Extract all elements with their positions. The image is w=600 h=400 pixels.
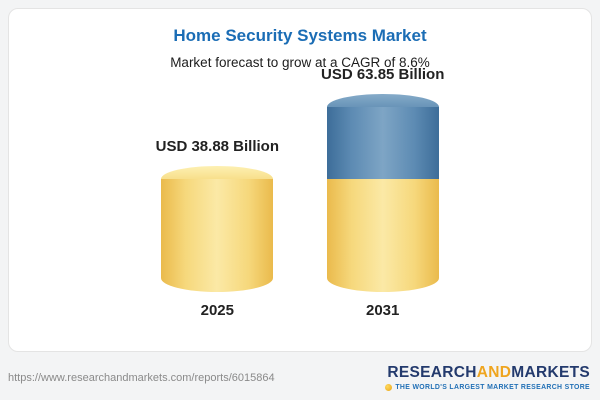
bar-chart: USD 38.88 Billion 2025 USD 63.85 Billion… <box>9 66 591 319</box>
research-and-markets-logo: RESEARCHANDMARKETS THE WORLD'S LARGEST M… <box>385 365 590 391</box>
logo-word-and: AND <box>476 364 512 382</box>
footer: https://www.researchandmarkets.com/repor… <box>0 356 600 400</box>
logo-tagline-text: THE WORLD'S LARGEST MARKET RESEARCH STOR… <box>395 383 590 391</box>
year-label-2025: 2025 <box>200 302 234 319</box>
bar-group-2025: USD 38.88 Billion 2025 <box>156 138 279 319</box>
chart-subtitle: Market forecast to grow at a CAGR of 8.6… <box>170 55 430 70</box>
chart-card: Home Security Systems Market Market fore… <box>8 8 592 352</box>
logo-word-markets: MARKETS <box>511 364 590 382</box>
logo-tagline: THE WORLD'S LARGEST MARKET RESEARCH STOR… <box>385 383 590 391</box>
logo-word-research: RESEARCH <box>387 364 477 382</box>
cylinder-2025 <box>161 166 274 292</box>
value-label-2031: USD 63.85 Billion <box>321 66 445 83</box>
bar-2025-body <box>161 179 274 292</box>
chart-title: Home Security Systems Market <box>173 26 427 45</box>
bar-2031-growth <box>326 107 439 179</box>
bar-group-2031: USD 63.85 Billion 2031 <box>321 66 444 319</box>
logo-wordmark: RESEARCHANDMARKETS <box>385 365 590 381</box>
bar-2031-base <box>326 179 439 292</box>
value-label-2025: USD 38.88 Billion <box>155 138 279 155</box>
cylinder-2031 <box>326 94 439 292</box>
globe-icon <box>385 383 393 391</box>
report-url: https://www.researchandmarkets.com/repor… <box>8 372 275 384</box>
year-label-2031: 2031 <box>366 302 400 319</box>
